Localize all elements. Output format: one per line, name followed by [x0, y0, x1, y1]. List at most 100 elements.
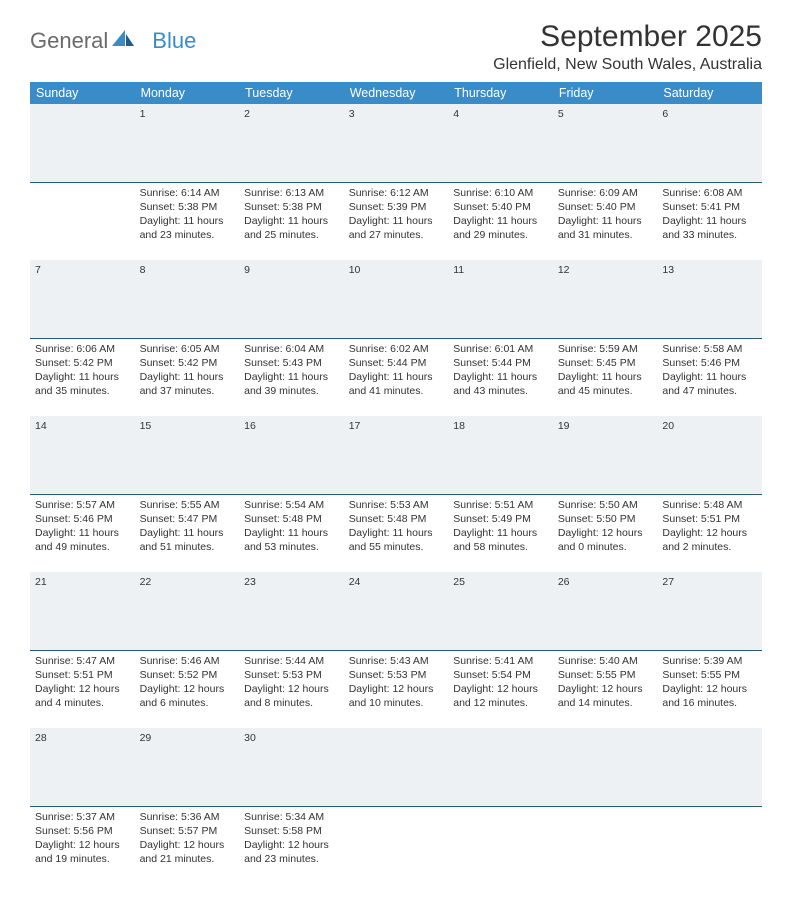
daylight-text: Daylight: 12 hours and 0 minutes. — [558, 526, 653, 554]
sunset-text: Sunset: 5:51 PM — [35, 668, 130, 682]
daylight-text: Daylight: 12 hours and 4 minutes. — [35, 682, 130, 710]
sunset-text: Sunset: 5:42 PM — [35, 356, 130, 370]
sunset-text: Sunset: 5:47 PM — [140, 512, 235, 526]
sunset-text: Sunset: 5:56 PM — [35, 824, 130, 838]
day-number: 8 — [135, 260, 240, 338]
daylight-text: Daylight: 12 hours and 10 minutes. — [349, 682, 444, 710]
brand-part1: General — [30, 28, 108, 54]
day-cell: Sunrise: 6:13 AMSunset: 5:38 PMDaylight:… — [239, 182, 344, 260]
sunset-text: Sunset: 5:40 PM — [453, 200, 548, 214]
day-number: 13 — [657, 260, 762, 338]
sunset-text: Sunset: 5:44 PM — [453, 356, 548, 370]
logo-sail-icon — [112, 28, 134, 54]
daylight-text: Daylight: 12 hours and 19 minutes. — [35, 838, 130, 866]
day-number: 15 — [135, 416, 240, 494]
daylight-text: Daylight: 11 hours and 53 minutes. — [244, 526, 339, 554]
calendar-table: Sunday Monday Tuesday Wednesday Thursday… — [30, 82, 762, 884]
day-number: 12 — [553, 260, 658, 338]
daylight-text: Daylight: 12 hours and 14 minutes. — [558, 682, 653, 710]
day-number: 25 — [448, 572, 553, 650]
day-number: 18 — [448, 416, 553, 494]
day-number: 29 — [135, 728, 240, 806]
sunset-text: Sunset: 5:39 PM — [349, 200, 444, 214]
sunrise-text: Sunrise: 5:41 AM — [453, 654, 548, 668]
daylight-text: Daylight: 11 hours and 51 minutes. — [140, 526, 235, 554]
sunset-text: Sunset: 5:51 PM — [662, 512, 757, 526]
daylight-text: Daylight: 11 hours and 35 minutes. — [35, 370, 130, 398]
day-cell: Sunrise: 5:39 AMSunset: 5:55 PMDaylight:… — [657, 650, 762, 728]
sunset-text: Sunset: 5:38 PM — [140, 200, 235, 214]
sunrise-text: Sunrise: 5:57 AM — [35, 498, 130, 512]
daylight-text: Daylight: 12 hours and 16 minutes. — [662, 682, 757, 710]
sunrise-text: Sunrise: 5:47 AM — [35, 654, 130, 668]
sunset-text: Sunset: 5:45 PM — [558, 356, 653, 370]
day-cell: Sunrise: 5:51 AMSunset: 5:49 PMDaylight:… — [448, 494, 553, 572]
day-number: 5 — [553, 104, 658, 182]
sunset-text: Sunset: 5:41 PM — [662, 200, 757, 214]
sunrise-text: Sunrise: 5:51 AM — [453, 498, 548, 512]
sunset-text: Sunset: 5:46 PM — [662, 356, 757, 370]
day-number: 10 — [344, 260, 449, 338]
daylight-text: Daylight: 11 hours and 33 minutes. — [662, 214, 757, 242]
day-content-row: Sunrise: 6:06 AMSunset: 5:42 PMDaylight:… — [30, 338, 762, 416]
day-number: 3 — [344, 104, 449, 182]
sunrise-text: Sunrise: 5:58 AM — [662, 342, 757, 356]
day-number: 21 — [30, 572, 135, 650]
day-cell: Sunrise: 6:12 AMSunset: 5:39 PMDaylight:… — [344, 182, 449, 260]
day-number: 26 — [553, 572, 658, 650]
daylight-text: Daylight: 11 hours and 27 minutes. — [349, 214, 444, 242]
daylight-text: Daylight: 12 hours and 8 minutes. — [244, 682, 339, 710]
day-cell — [344, 806, 449, 884]
sunset-text: Sunset: 5:49 PM — [453, 512, 548, 526]
sunrise-text: Sunrise: 5:37 AM — [35, 810, 130, 824]
sunrise-text: Sunrise: 6:12 AM — [349, 186, 444, 200]
day-number-row: 123456 — [30, 104, 762, 182]
day-number: 14 — [30, 416, 135, 494]
sunrise-text: Sunrise: 5:43 AM — [349, 654, 444, 668]
day-cell: Sunrise: 5:53 AMSunset: 5:48 PMDaylight:… — [344, 494, 449, 572]
daylight-text: Daylight: 11 hours and 47 minutes. — [662, 370, 757, 398]
sunrise-text: Sunrise: 5:40 AM — [558, 654, 653, 668]
day-number: 28 — [30, 728, 135, 806]
weekday-header: Sunday — [30, 82, 135, 104]
sunset-text: Sunset: 5:43 PM — [244, 356, 339, 370]
day-number — [30, 104, 135, 182]
sunrise-text: Sunrise: 6:10 AM — [453, 186, 548, 200]
day-number: 6 — [657, 104, 762, 182]
header: General Blue September 2025 Glenfield, N… — [30, 20, 762, 74]
sunrise-text: Sunrise: 5:50 AM — [558, 498, 653, 512]
daylight-text: Daylight: 11 hours and 39 minutes. — [244, 370, 339, 398]
day-cell — [553, 806, 658, 884]
day-number: 30 — [239, 728, 344, 806]
day-number: 22 — [135, 572, 240, 650]
daylight-text: Daylight: 12 hours and 12 minutes. — [453, 682, 548, 710]
day-number: 23 — [239, 572, 344, 650]
day-content-row: Sunrise: 5:47 AMSunset: 5:51 PMDaylight:… — [30, 650, 762, 728]
weekday-header-row: Sunday Monday Tuesday Wednesday Thursday… — [30, 82, 762, 104]
daylight-text: Daylight: 11 hours and 23 minutes. — [140, 214, 235, 242]
sunset-text: Sunset: 5:40 PM — [558, 200, 653, 214]
day-content-row: Sunrise: 5:57 AMSunset: 5:46 PMDaylight:… — [30, 494, 762, 572]
sunset-text: Sunset: 5:55 PM — [662, 668, 757, 682]
sunrise-text: Sunrise: 6:02 AM — [349, 342, 444, 356]
day-number: 27 — [657, 572, 762, 650]
day-cell — [657, 806, 762, 884]
sunset-text: Sunset: 5:42 PM — [140, 356, 235, 370]
day-cell: Sunrise: 6:06 AMSunset: 5:42 PMDaylight:… — [30, 338, 135, 416]
title-block: September 2025 Glenfield, New South Wale… — [493, 20, 762, 74]
brand-logo: General Blue — [30, 20, 196, 54]
day-cell: Sunrise: 5:47 AMSunset: 5:51 PMDaylight:… — [30, 650, 135, 728]
brand-part2: Blue — [152, 28, 196, 54]
day-cell: Sunrise: 5:50 AMSunset: 5:50 PMDaylight:… — [553, 494, 658, 572]
daylight-text: Daylight: 12 hours and 2 minutes. — [662, 526, 757, 554]
sunset-text: Sunset: 5:58 PM — [244, 824, 339, 838]
day-cell: Sunrise: 5:37 AMSunset: 5:56 PMDaylight:… — [30, 806, 135, 884]
sunrise-text: Sunrise: 5:46 AM — [140, 654, 235, 668]
calendar-page: General Blue September 2025 Glenfield, N… — [0, 0, 792, 904]
weekday-header: Saturday — [657, 82, 762, 104]
sunrise-text: Sunrise: 6:01 AM — [453, 342, 548, 356]
day-cell: Sunrise: 5:44 AMSunset: 5:53 PMDaylight:… — [239, 650, 344, 728]
month-title: September 2025 — [493, 20, 762, 54]
daylight-text: Daylight: 11 hours and 25 minutes. — [244, 214, 339, 242]
daylight-text: Daylight: 11 hours and 41 minutes. — [349, 370, 444, 398]
